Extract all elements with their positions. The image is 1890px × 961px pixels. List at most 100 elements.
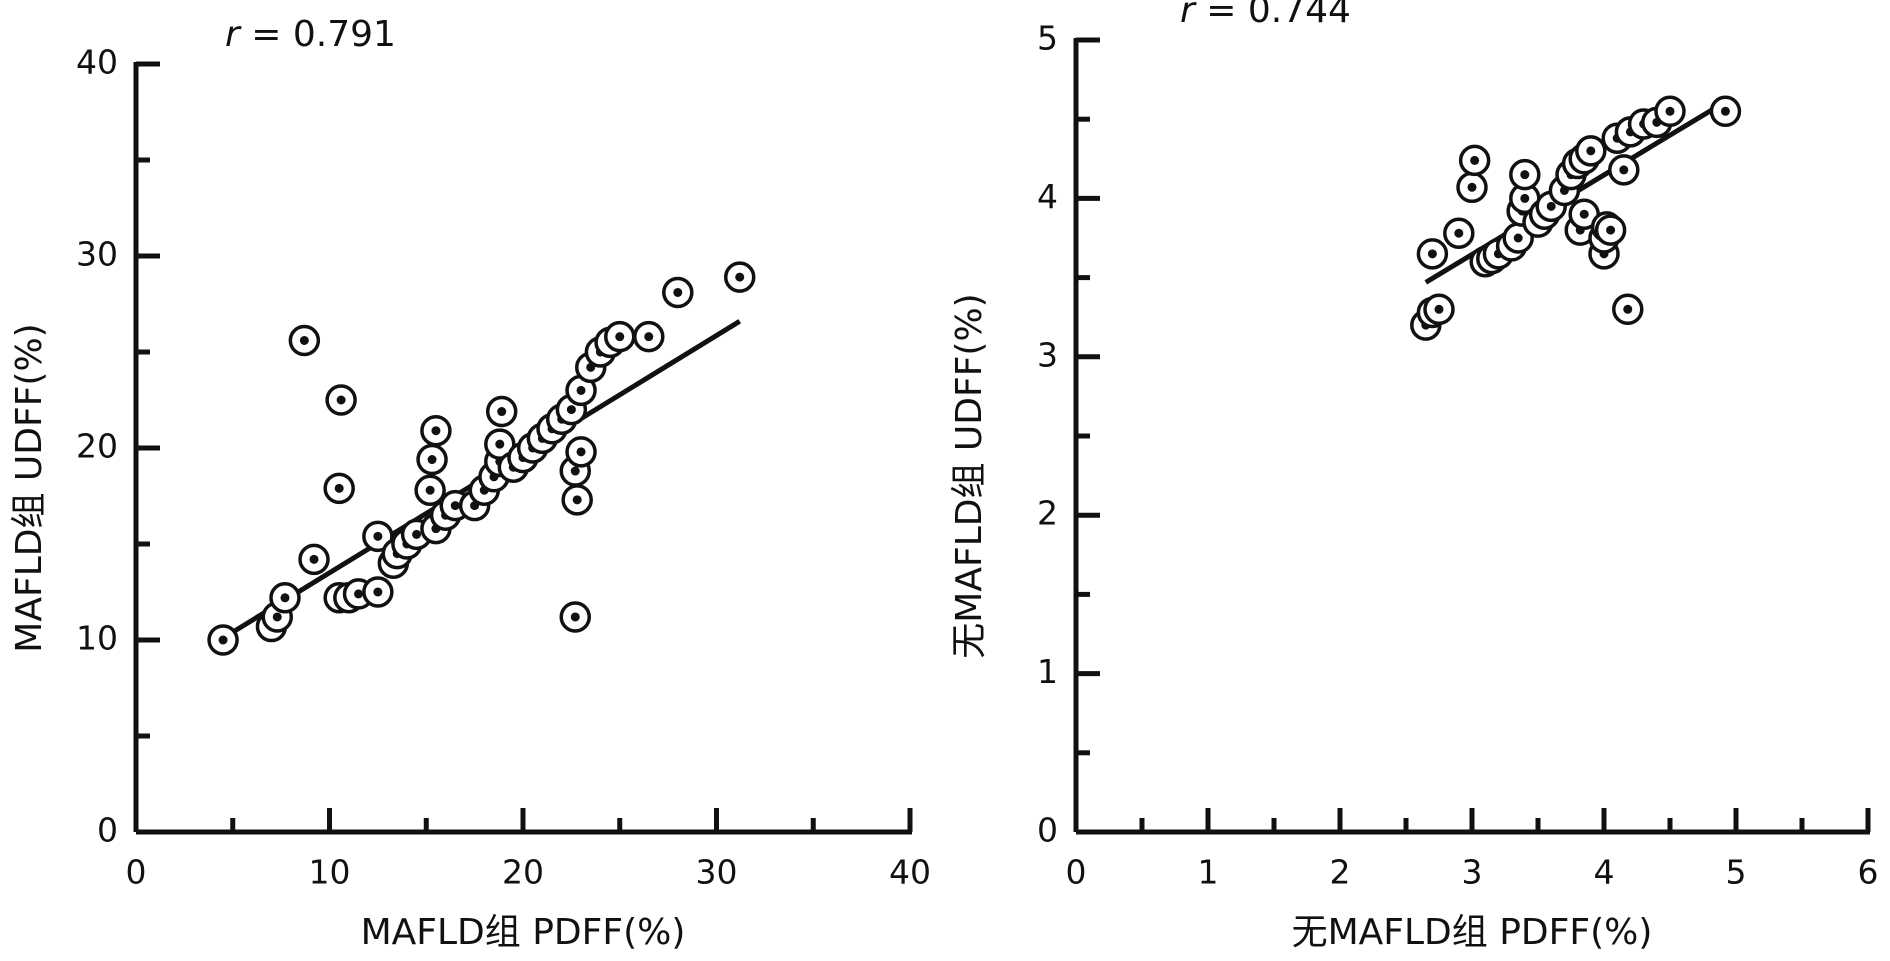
point (1709, 95, 1742, 128)
point-dot (1427, 249, 1437, 259)
x-tick-label: 1 (1198, 853, 1219, 892)
point (1416, 238, 1449, 270)
point (1608, 154, 1640, 186)
point-dot (1520, 193, 1530, 203)
x-tick-label: 30 (696, 853, 738, 892)
point (1594, 214, 1627, 246)
point-dot (1467, 182, 1477, 192)
point-dot (1546, 201, 1556, 211)
point-dot (495, 439, 505, 449)
point-dot (334, 483, 344, 493)
x-tick-label: 6 (1858, 853, 1879, 892)
point-dot (336, 395, 346, 405)
point (362, 576, 394, 608)
point (323, 472, 355, 505)
point-dot (299, 335, 309, 345)
point-dot (644, 332, 654, 342)
point-dot (280, 593, 290, 603)
point (420, 414, 452, 447)
point-dot (497, 407, 507, 417)
point-dot (412, 529, 422, 539)
annotation-text: = 0.744 (1206, 0, 1351, 31)
point (1654, 95, 1686, 128)
x-tick-label: 40 (889, 853, 931, 892)
point (1456, 171, 1488, 204)
point-dot (570, 466, 580, 476)
point (565, 374, 597, 407)
point (1443, 217, 1475, 249)
point-dot (309, 554, 319, 564)
point-dot (373, 531, 383, 541)
point-dot (1623, 304, 1633, 314)
point-dot (218, 635, 228, 645)
x-tick-label: 0 (126, 853, 147, 892)
y-tick-label: 40 (76, 43, 118, 82)
point (604, 320, 636, 353)
point (416, 443, 448, 476)
point-dot (615, 332, 625, 342)
point (269, 582, 301, 614)
point (288, 324, 321, 357)
annotation: r = 0.791 (225, 14, 396, 55)
point (633, 320, 665, 353)
y-axis-title: MAFLD组 UDFF(%) (9, 323, 50, 652)
point (207, 624, 239, 656)
point (561, 484, 593, 516)
x-tick-label: 3 (1462, 853, 1483, 892)
point (1612, 293, 1644, 326)
point (1458, 144, 1491, 177)
y-tick-label: 4 (1037, 177, 1058, 216)
point-dot (566, 405, 576, 415)
point-dot (425, 485, 435, 495)
point-dot (735, 272, 745, 282)
y-tick-label: 5 (1037, 19, 1058, 58)
x-axis-title: MAFLD组 PDFF(%) (361, 912, 686, 953)
annotation: r = 0.744 (1180, 0, 1351, 31)
point-dot (570, 612, 580, 622)
y-tick-label: 0 (97, 811, 118, 850)
x-tick-label: 2 (1330, 853, 1351, 892)
point-dot (354, 589, 364, 599)
point-dot (373, 587, 383, 597)
y-tick-label: 10 (76, 619, 118, 658)
point (414, 474, 446, 506)
point-dot (1606, 225, 1616, 235)
point (298, 543, 330, 576)
y-tick-label: 20 (76, 427, 118, 466)
point (662, 276, 694, 309)
point-dot (576, 385, 586, 395)
point (1509, 158, 1541, 191)
y-tick-label: 1 (1037, 652, 1058, 691)
y-tick-label: 2 (1037, 494, 1058, 533)
point-dot (1619, 165, 1629, 175)
x-tick-label: 10 (309, 853, 351, 892)
point-dot (450, 501, 460, 511)
point-dot (1454, 228, 1464, 238)
point-dot (572, 495, 582, 505)
point (565, 436, 597, 468)
point-dot (1586, 146, 1596, 156)
x-tick-label: 20 (502, 853, 544, 892)
point-dot (431, 426, 441, 436)
point-dot (1520, 170, 1530, 180)
point (325, 384, 357, 416)
point (362, 520, 394, 553)
point-dot (1579, 209, 1589, 219)
point-dot (673, 287, 683, 297)
point (723, 261, 756, 293)
x-tick-label: 5 (1726, 853, 1747, 892)
x-axis-title: 无MAFLD组 PDFF(%) (1292, 912, 1653, 953)
annotation-var: r (225, 14, 242, 55)
x-tick-label: 4 (1594, 853, 1615, 892)
y-tick-label: 3 (1037, 335, 1058, 374)
point-dot (1470, 155, 1480, 165)
point-dot (272, 612, 282, 622)
y-tick-label: 0 (1037, 811, 1058, 850)
y-axis-title: 无MAFLD组 UDFF(%) (949, 293, 990, 658)
y-tick-label: 30 (76, 235, 118, 274)
point-dot (1720, 106, 1730, 116)
point-dot (427, 455, 437, 465)
point (1575, 135, 1607, 167)
